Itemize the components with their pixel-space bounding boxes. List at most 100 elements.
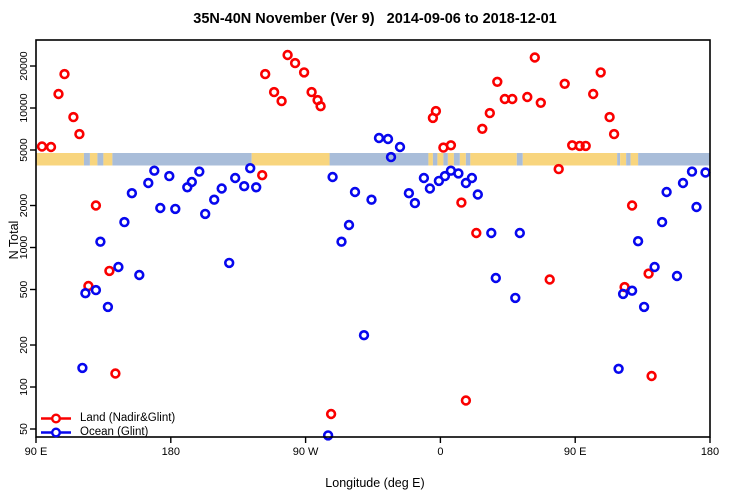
land-point	[74, 128, 85, 140]
land-ocean-band-segment-ocean	[83, 153, 90, 166]
land-point	[59, 68, 70, 80]
ocean-point	[113, 261, 124, 273]
land-point	[53, 88, 64, 100]
ocean-point	[700, 167, 711, 178]
ocean-point	[472, 189, 483, 200]
legend-label-land: Land (Nadir&Glint)	[80, 412, 176, 424]
land-point	[282, 49, 293, 61]
land-point	[276, 95, 287, 107]
ocean-point	[119, 216, 130, 228]
x-tick-label: 90 E	[564, 446, 587, 458]
ocean-point	[102, 301, 114, 313]
ocean-point	[626, 285, 638, 296]
x-tick-label: 180	[701, 446, 719, 458]
ocean-point	[613, 363, 624, 374]
ocean-point	[677, 177, 689, 189]
legend-item-ocean: Ocean (Glint)	[40, 426, 175, 439]
ocean-point	[490, 272, 501, 284]
ocean-point	[251, 182, 262, 193]
ocean-point	[418, 172, 430, 184]
land-point	[608, 128, 620, 140]
ocean-point	[686, 166, 698, 177]
ocean-point	[194, 166, 205, 177]
y-tick-label: 100	[18, 378, 30, 396]
land-point	[36, 141, 48, 152]
plot-box	[35, 39, 711, 438]
land-point	[559, 78, 570, 90]
ocean-point	[486, 227, 497, 239]
land-point	[529, 52, 540, 63]
land-ocean-band-segment-ocean	[443, 153, 448, 166]
land-point	[471, 227, 482, 239]
land-point	[492, 76, 503, 88]
ocean-point	[349, 186, 361, 198]
ocean-point	[649, 261, 660, 273]
land-point	[456, 197, 467, 208]
ocean-point	[460, 177, 472, 189]
ocean-point	[343, 219, 355, 231]
x-tick-label: 90 E	[25, 446, 48, 458]
y-tick-label: 50	[18, 423, 30, 435]
ocean-point	[510, 292, 521, 304]
land-ocean-band-segment-land	[89, 153, 98, 166]
ocean-point	[327, 171, 338, 183]
ocean-point	[466, 172, 478, 184]
ocean-point	[170, 203, 181, 215]
land-point	[626, 200, 638, 211]
land-ocean-band-segment-land	[447, 153, 454, 166]
ocean-point	[382, 133, 394, 145]
ocean-point	[149, 165, 160, 176]
ocean-point	[134, 269, 145, 281]
ocean-point	[322, 430, 334, 441]
x-tick-label: 0	[437, 446, 443, 458]
ocean-point	[394, 141, 406, 153]
chart-title: 35N-40N November (Ver 9) 2014-09-06 to 2…	[193, 11, 557, 27]
land-point	[484, 107, 495, 119]
x-tick-label: 90 W	[293, 446, 319, 458]
land-point	[45, 141, 57, 153]
land-point	[68, 111, 79, 123]
ocean-point	[638, 301, 650, 313]
land-ocean-band-segment-land	[36, 153, 84, 166]
legend-item-land: Land (Nadir&Glint)	[40, 412, 175, 425]
ocean-point	[617, 288, 629, 300]
y-tick-label: 200	[18, 336, 30, 354]
ocean-point	[656, 216, 668, 228]
land-point	[315, 100, 326, 112]
land-ocean-band-segment-land	[630, 153, 639, 166]
legend-label-ocean: Ocean (Glint)	[80, 426, 149, 438]
land-point	[289, 57, 301, 69]
y-axis-label: N Total	[7, 220, 21, 260]
ocean-point	[216, 183, 227, 194]
land-ocean-band-segment-ocean	[465, 153, 471, 166]
land-point	[260, 68, 271, 80]
ocean-point	[224, 257, 235, 269]
ocean-point	[514, 227, 525, 239]
land-ocean-band-segment-land	[428, 153, 433, 166]
land-ocean-band-segment-land	[459, 153, 466, 166]
land-ocean-band-segment-land	[251, 153, 330, 166]
ocean-series-marker-icon	[41, 427, 71, 438]
land-ocean-band-segment-ocean	[432, 153, 438, 166]
x-axis-label: Longitude (deg E)	[325, 476, 425, 490]
land-point	[90, 200, 102, 211]
land-point	[268, 86, 280, 98]
land-point	[507, 93, 518, 105]
ocean-point	[671, 270, 683, 282]
land-series-marker-icon	[41, 413, 71, 424]
land-point	[325, 408, 337, 420]
land-ocean-band-segment-ocean	[97, 153, 104, 166]
land-point	[445, 140, 457, 151]
ocean-point	[209, 194, 220, 205]
ocean-point	[453, 168, 464, 179]
ocean-point	[143, 177, 154, 189]
ocean-point	[245, 163, 256, 174]
ocean-point	[424, 183, 436, 194]
y-tick-label: 10000	[18, 93, 30, 122]
land-point	[580, 140, 591, 152]
land-point	[104, 265, 115, 277]
y-tick-label: 5000	[18, 138, 30, 162]
land-ocean-band-segment-ocean	[112, 153, 252, 166]
land-ocean-band-segment-land	[437, 153, 444, 166]
